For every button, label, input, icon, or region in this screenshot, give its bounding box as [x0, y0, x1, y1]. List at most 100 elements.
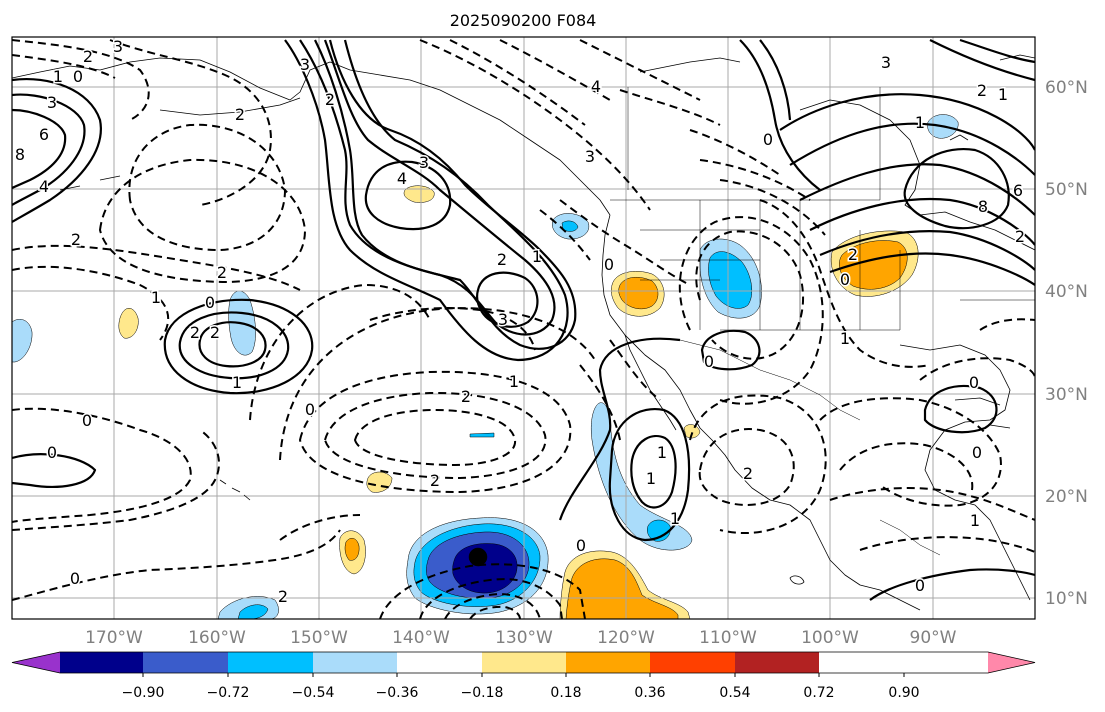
- colorbar-tick-label: 0.90: [888, 685, 919, 701]
- colorbar-swatch: [988, 652, 1035, 673]
- lat-tick-label: 10°N: [1045, 589, 1088, 609]
- map-frame: [11, 36, 1036, 620]
- colorbar-swatch: [735, 652, 819, 673]
- borders: [610, 87, 1035, 556]
- colorbar-tick-label: −0.72: [207, 685, 250, 701]
- contour-label: 2: [977, 81, 987, 100]
- contour-label: 0: [969, 373, 979, 392]
- shading-neg-west-edge: [12, 319, 33, 363]
- shading-neg-streak: [469, 432, 495, 438]
- colorbar-swatches: [11, 651, 1036, 674]
- contour-label: 1: [151, 288, 161, 307]
- shading-neg-baja-inner: [647, 519, 671, 542]
- colorbar-outline: [11, 651, 1036, 674]
- colorbar-tick-label: −0.90: [122, 685, 165, 701]
- contour-label: 1: [532, 247, 542, 266]
- contour-label: 2: [461, 387, 471, 406]
- contour-label: 2: [190, 323, 200, 342]
- colorbar-tick-label: 0.18: [550, 685, 581, 701]
- map-title: 2025090200 F084: [450, 11, 597, 30]
- contours-positive: [12, 38, 1035, 601]
- shading-pos-socal-inner: [618, 277, 659, 310]
- contours-negative: [12, 39, 1035, 619]
- contour-label: 0: [915, 576, 925, 595]
- shading-neg-0.72: [452, 543, 518, 594]
- contour-label: 3: [498, 310, 508, 329]
- contour-label: 3: [113, 37, 123, 56]
- shading-pos-a: [403, 185, 435, 203]
- lon-tick-label: 110°W: [699, 628, 757, 648]
- contour-label: 0: [205, 293, 215, 312]
- contour-label: 3: [47, 93, 57, 112]
- colorbar-tick-label: 0.72: [803, 685, 834, 701]
- shading-pos-e: [683, 424, 701, 439]
- colorbar-swatch: [650, 652, 735, 673]
- shading-pos-b: [118, 308, 139, 339]
- contour-label: 2: [235, 105, 245, 124]
- contour-label: 3: [300, 55, 310, 74]
- contour-label: 8: [15, 145, 25, 164]
- lon-tick-label: 90°W: [910, 628, 957, 648]
- colorbar-swatch: [12, 652, 60, 673]
- colorbar-tick-label: −0.36: [376, 685, 419, 701]
- contour-label: 2: [217, 263, 227, 282]
- contour-label: 0: [840, 270, 850, 289]
- colorbar: −0.90 −0.72 −0.54 −0.36 −0.18 0.18 0.36 …: [11, 651, 1036, 701]
- contour-label: 1: [840, 329, 850, 348]
- contour-label: 1: [670, 509, 680, 528]
- colorbar-tick-label: −0.18: [461, 685, 504, 701]
- colorbar-swatch: [397, 652, 482, 673]
- colorbar-swatch: [228, 652, 313, 673]
- contour-label: 0: [704, 352, 714, 371]
- contour-label: 3: [419, 153, 429, 172]
- contour-label: 4: [397, 169, 407, 188]
- contour-label: 2: [83, 47, 93, 66]
- longitude-axis: 170°W 160°W 150°W 140°W 130°W 120°W 110°…: [85, 628, 957, 648]
- contour-label: 1: [232, 373, 242, 392]
- contour-label: 0: [972, 443, 982, 462]
- contour-label: 8: [978, 197, 988, 216]
- contour-label: 2: [325, 90, 335, 109]
- contour-label: 2: [848, 245, 858, 264]
- lon-tick-label: 150°W: [290, 628, 348, 648]
- contour-label: 6: [1013, 181, 1023, 200]
- lat-tick-label: 30°N: [1045, 385, 1088, 405]
- anomaly-shading: [12, 114, 959, 619]
- contour-label: 1: [509, 372, 519, 391]
- contour-label: 2: [430, 471, 440, 490]
- contour-label: 0: [70, 569, 80, 588]
- colorbar-tick-label: 0.36: [634, 685, 665, 701]
- lat-tick-label: 40°N: [1045, 282, 1088, 302]
- lon-tick-label: 100°W: [801, 628, 859, 648]
- contour-label: 0: [305, 400, 315, 419]
- contour-label: 2: [71, 230, 81, 249]
- contour-label: 0: [73, 67, 83, 86]
- contour-label: 1: [915, 113, 925, 132]
- colorbar-swatch: [313, 652, 397, 673]
- contour-label: 4: [39, 177, 49, 196]
- lat-tick-label: 20°N: [1045, 487, 1088, 507]
- shading-neg-sw-us-inner: [708, 251, 753, 309]
- contour-label: 1: [998, 85, 1008, 104]
- lon-tick-label: 120°W: [597, 628, 655, 648]
- contour-label: 0: [763, 130, 773, 149]
- contour-label: 2: [497, 250, 507, 269]
- coastlines: [12, 54, 1035, 611]
- contour-label: 6: [39, 125, 49, 144]
- contour-label: 2: [278, 587, 288, 606]
- contour-labels: 2 3 1 0 3 6 8 4 2 2 3 2 3 4 3 2 3 1 4 2 …: [13, 37, 1026, 608]
- contour-label: 4: [591, 77, 601, 96]
- contour-label: 0: [82, 411, 92, 430]
- shading-pos-0.36-south: [565, 558, 679, 619]
- colorbar-tick-label: 0.54: [719, 685, 750, 701]
- map-gridlines: [12, 37, 1035, 619]
- contour-label: 3: [585, 147, 595, 166]
- lon-tick-label: 160°W: [188, 628, 246, 648]
- lon-tick-label: 140°W: [392, 628, 450, 648]
- shading-neg-pnw-inner: [561, 220, 579, 232]
- lat-tick-label: 50°N: [1045, 180, 1088, 200]
- contour-label: 1: [53, 67, 63, 86]
- contour-label: 1: [646, 469, 656, 488]
- lon-tick-label: 130°W: [495, 628, 553, 648]
